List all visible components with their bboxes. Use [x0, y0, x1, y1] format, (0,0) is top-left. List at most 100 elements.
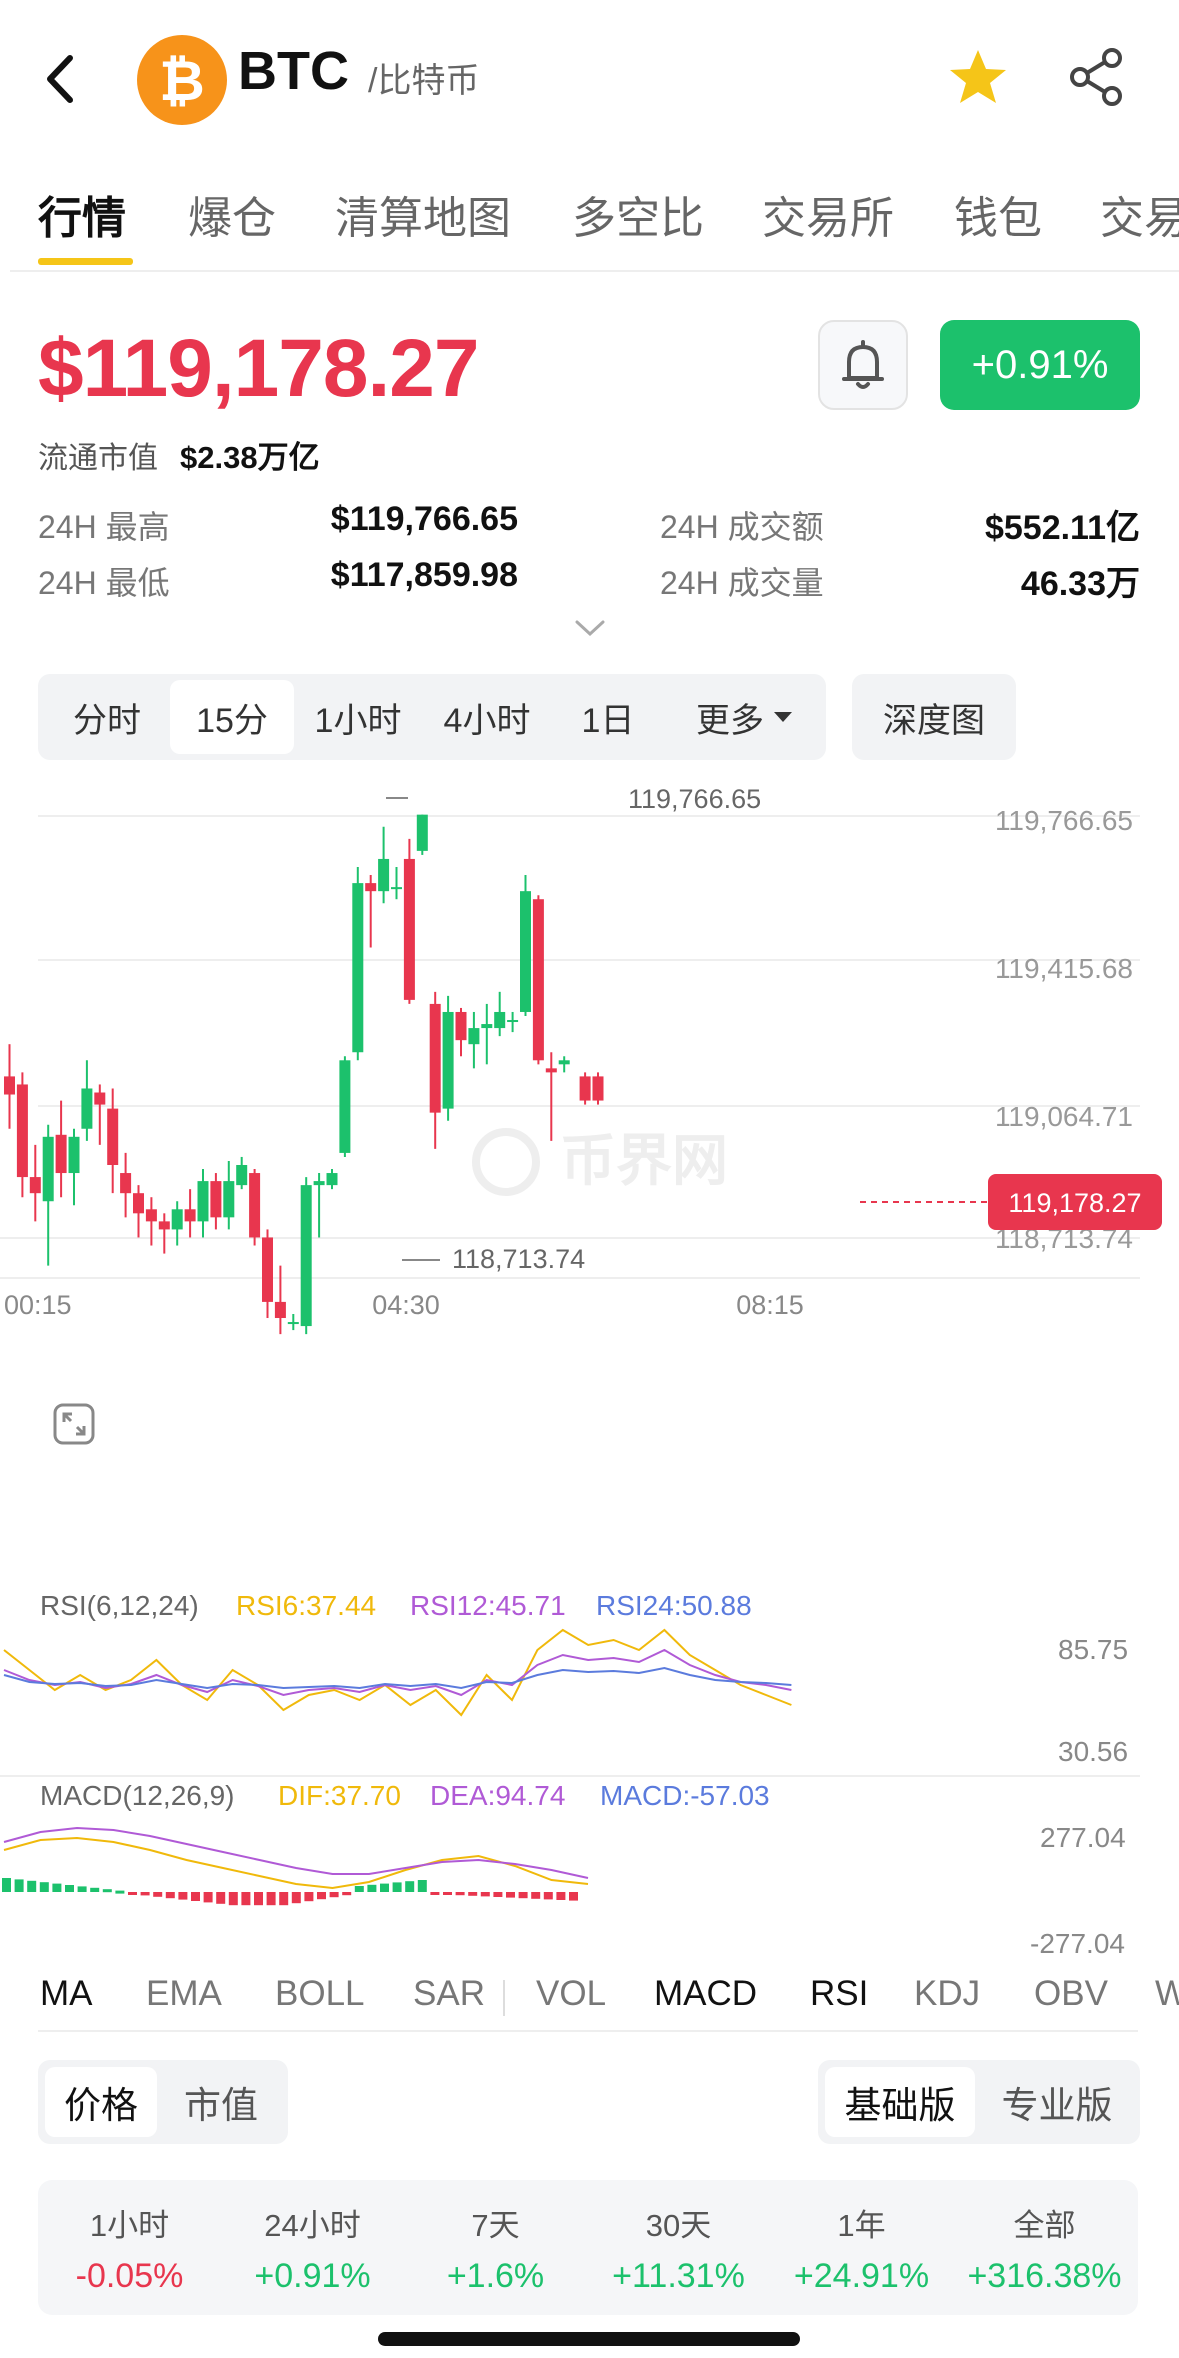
tab-trade[interactable]: 交易 — [1100, 194, 1179, 243]
macd-histogram-bar — [392, 1882, 402, 1892]
interval-1d[interactable]: 1日 — [581, 701, 635, 740]
indicator-sar[interactable]: SAR — [413, 1974, 485, 2013]
high-24h-label: 24H 最高 — [38, 509, 170, 545]
tab-liquidation[interactable]: 爆仓 — [188, 194, 276, 243]
interval-time[interactable]: 分时 — [73, 701, 141, 740]
fullscreen-icon — [53, 1403, 95, 1445]
rsi-top-tick: 85.75 — [1058, 1634, 1129, 1665]
expand-stats-button[interactable] — [574, 618, 606, 638]
candle-body — [416, 814, 428, 851]
macd-histogram-bar — [367, 1884, 377, 1892]
low-marker-label: 118,713.74 — [452, 1244, 585, 1274]
performance-period: 24小时 — [264, 2208, 361, 2243]
candle-body — [133, 1193, 144, 1214]
indicator-boll[interactable]: BOLL — [275, 1974, 365, 2013]
x-tick-label: 08:15 — [736, 1290, 804, 1320]
candle-body — [378, 858, 390, 892]
performance-change: -0.05% — [75, 2257, 184, 2295]
toggle-marketcap[interactable]: 市值 — [184, 2085, 258, 2126]
toggle-pro[interactable]: 专业版 — [1001, 2085, 1113, 2126]
performance-period: 1年 — [837, 2208, 886, 2243]
macd-histogram-bar — [65, 1885, 74, 1892]
macd-legend: MACD(12,26,9) DIF:37.70 DEA:94.74 MACD:-… — [0, 1780, 1179, 1816]
indicator-rsi[interactable]: RSI — [810, 1974, 869, 2013]
macd-histogram-bar — [140, 1892, 150, 1896]
performance-item: 7天 +1.6% — [404, 2200, 587, 2296]
rsi6-line — [3, 1628, 792, 1717]
fullscreen-button[interactable] — [52, 1402, 96, 1446]
macd-histogram-bar — [228, 1892, 238, 1906]
coin-name: /比特币 — [368, 62, 480, 100]
tab-liquidation-map[interactable]: 清算地图 — [335, 194, 511, 243]
interval-1h[interactable]: 1小时 — [314, 701, 402, 740]
high-24h-value: $119,766.65 — [330, 500, 518, 538]
chevron-down-icon — [575, 620, 605, 637]
candle-body — [579, 1076, 591, 1101]
indicator-divider — [38, 2030, 1138, 2032]
macd-histogram-bar — [128, 1892, 137, 1895]
performance-change: +24.91% — [793, 2257, 930, 2295]
interval-more[interactable]: 更多 — [680, 674, 810, 760]
macd-histogram-bar — [417, 1880, 427, 1892]
macd-histogram-bar — [191, 1892, 200, 1901]
candlestick-chart[interactable]: 119,766.65 119,415.68 119,064.71 118,713.74… — [0, 770, 1179, 1970]
macd-histogram-bar — [556, 1892, 566, 1900]
volume-24h-label: 24H 成交量 — [660, 565, 824, 601]
indicator-ma[interactable]: MA — [40, 1974, 93, 2013]
y-tick-label: 119,064.71 — [995, 1101, 1133, 1132]
tab-market[interactable]: 行情 — [38, 194, 126, 243]
indicator-ema[interactable]: EMA — [146, 1974, 222, 2013]
macd-histogram-bar — [317, 1892, 326, 1900]
tab-wallet[interactable]: 钱包 — [954, 194, 1042, 243]
rsi-bottom-tick: 30.56 — [1058, 1736, 1129, 1767]
toggle-price[interactable]: 价格 — [45, 2067, 157, 2137]
candle-body — [365, 883, 377, 892]
y-tick-label: 119,766.65 — [995, 805, 1133, 836]
candle-body — [481, 1024, 493, 1029]
macd-histogram-bar — [354, 1886, 364, 1892]
macd-histogram-bar — [304, 1892, 314, 1902]
candle-body — [339, 1060, 351, 1153]
interval-4h[interactable]: 4小时 — [443, 701, 531, 740]
interval-15m[interactable]: 15分 — [170, 680, 294, 754]
macd-histogram-bar — [90, 1887, 100, 1892]
indicator-obv[interactable]: OBV — [1034, 1974, 1108, 2013]
back-button[interactable] — [40, 52, 80, 106]
favorite-button[interactable] — [946, 46, 1010, 110]
indicator-vol[interactable]: VOL — [536, 1974, 607, 2013]
candle-body — [520, 891, 531, 1012]
toggle-basic[interactable]: 基础版 — [825, 2067, 975, 2137]
rsi24-line — [3, 1666, 792, 1690]
macd-histogram-bar — [480, 1892, 490, 1897]
more-label: 更多 — [696, 701, 764, 740]
macd-bottom-tick: -277.04 — [1030, 1928, 1125, 1959]
tab-long-short[interactable]: 多空比 — [572, 194, 704, 243]
macd-histogram-bar — [203, 1892, 213, 1903]
btc-logo: ₿ — [137, 35, 227, 125]
price-alert-button[interactable] — [818, 320, 908, 410]
candle-body — [4, 1076, 15, 1095]
candle-body — [29, 1177, 41, 1194]
interval-selector — [38, 674, 826, 760]
chevron-left-icon — [47, 55, 73, 103]
candle-body — [236, 1164, 248, 1186]
macd-histogram-bar — [241, 1892, 251, 1906]
indicator-macd[interactable]: MACD — [654, 1974, 758, 2013]
candle-body — [68, 1136, 80, 1174]
macd-histogram-bar — [518, 1892, 528, 1899]
share-button[interactable] — [1066, 46, 1126, 108]
depth-chart-button[interactable]: 深度图 — [852, 674, 1016, 760]
candle-body — [262, 1237, 273, 1302]
indicator-more[interactable]: W — [1155, 1974, 1179, 2013]
rsi-legend: RSI(6,12,24) RSI6:37.44 RSI12:45.71 RSI2… — [0, 1590, 1179, 1626]
volume-24h-value: 46.33万 — [1020, 565, 1140, 603]
macd-histogram-bar — [178, 1892, 188, 1900]
tab-exchanges[interactable]: 交易所 — [762, 194, 894, 243]
candle-body — [352, 883, 364, 1053]
candle-body — [107, 1108, 119, 1165]
candle-body — [184, 1209, 196, 1222]
rsi12-line — [3, 1648, 792, 1697]
candle-body — [158, 1221, 170, 1230]
indicator-kdj[interactable]: KDJ — [914, 1974, 981, 2013]
caret-down-icon — [774, 712, 792, 722]
